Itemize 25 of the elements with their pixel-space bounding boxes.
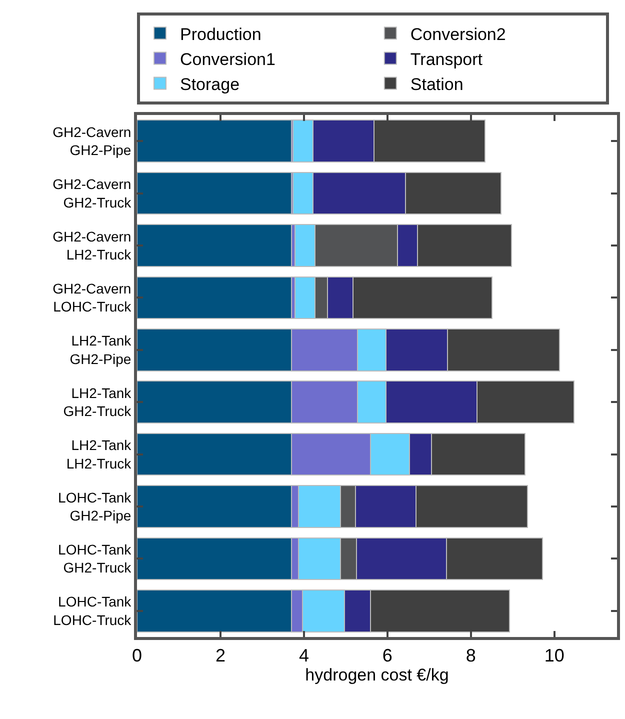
y-tick-label: LH2-Tank GH2-Pipe bbox=[70, 332, 132, 367]
x-tick-label: 0 bbox=[132, 646, 142, 666]
y-tick-label: GH2-Cavern LH2-Truck bbox=[52, 228, 132, 262]
legend-label: Station bbox=[410, 74, 464, 94]
legend-label: Transport bbox=[410, 50, 483, 69]
bar bbox=[137, 276, 292, 320]
x-tick-label: 10 bbox=[544, 646, 564, 666]
y-tick-label: GH2-Cavern GH2-Truck bbox=[52, 176, 132, 210]
y-tick-label: LOHC-Tank GH2-Truck bbox=[58, 542, 132, 576]
legend-label: Production bbox=[180, 24, 262, 44]
y-tick-label: GH2-Cavern LOHC-Truck bbox=[52, 280, 132, 315]
y-tick-label: LOHC-Tank GH2-Pipe bbox=[58, 489, 132, 524]
x-tick-label: 4 bbox=[298, 646, 309, 666]
y-tick-label: LH2-Tank LH2-Truck bbox=[66, 437, 132, 472]
legend-label: Storage bbox=[180, 74, 240, 94]
bar bbox=[137, 224, 292, 267]
x-axis-title: hydrogen cost €/kg bbox=[305, 666, 449, 685]
x-tick-label: 8 bbox=[466, 646, 476, 666]
x-tick-label: 2 bbox=[215, 646, 226, 666]
y-tick-label: GH2-Cavern GH2-Pipe bbox=[52, 124, 132, 158]
y-tick-label: LH2-Tank GH2-Truck bbox=[63, 384, 132, 420]
y-tick-label: LOHC-Tank LOHC-Truck bbox=[53, 594, 132, 628]
x-tick-label: 6 bbox=[382, 646, 392, 666]
legend-label: Conversion1 bbox=[180, 50, 276, 69]
legend-label: Conversion2 bbox=[410, 24, 506, 44]
